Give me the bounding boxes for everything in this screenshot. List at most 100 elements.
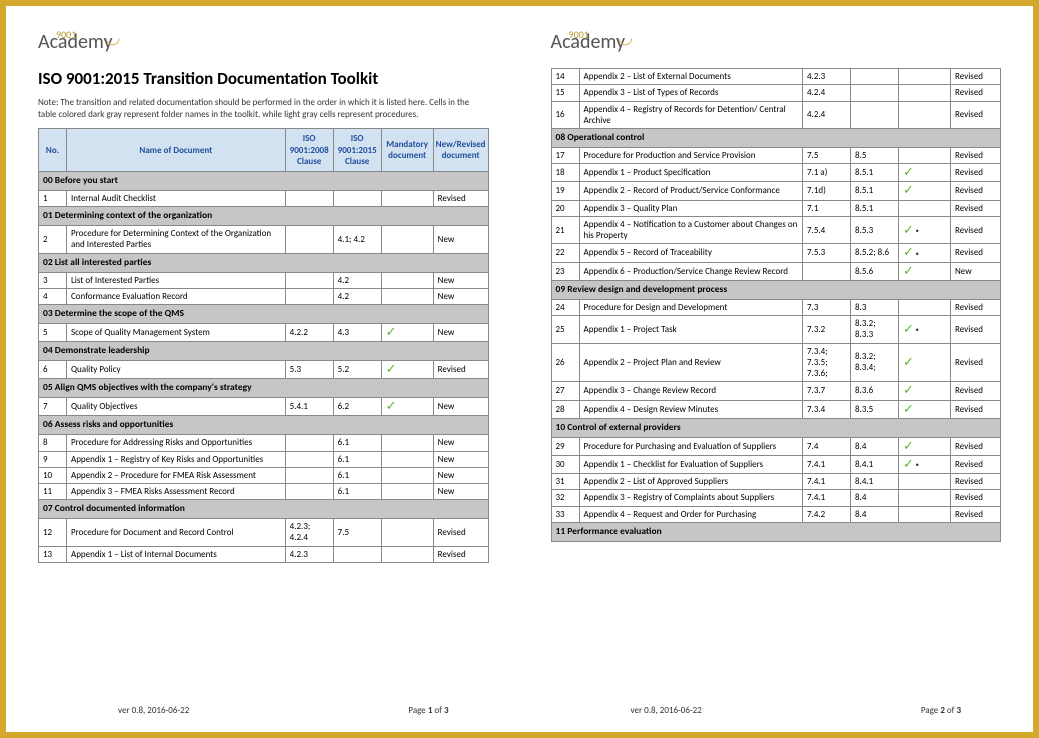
cell-name: Appendix 2 – Record of Product/Service C… bbox=[579, 182, 803, 200]
cell-no: 20 bbox=[551, 200, 579, 216]
cell-clause-2008 bbox=[285, 435, 333, 451]
cell-clause-2008 bbox=[285, 484, 333, 500]
cell-clause-2015: 8.3.2; 8.3.4; bbox=[851, 343, 899, 382]
check-icon: ✓ bbox=[903, 183, 914, 198]
cell-name: Scope of Quality Management System bbox=[67, 323, 286, 341]
cell-no: 7 bbox=[39, 398, 67, 416]
cell-mandatory bbox=[381, 191, 433, 207]
section-header: 09 Review design and development process bbox=[551, 280, 1001, 299]
cell-mandatory bbox=[381, 451, 433, 467]
cell-status: New bbox=[433, 272, 488, 288]
cell-no: 25 bbox=[551, 316, 579, 344]
cell-clause-2008: 7.3.7 bbox=[803, 382, 851, 400]
section-header: 00 Before you start bbox=[39, 172, 489, 191]
cell-name: Procedure for Document and Record Contro… bbox=[67, 519, 286, 547]
cell-no: 32 bbox=[551, 490, 579, 506]
cell-no: 28 bbox=[551, 400, 579, 418]
cell-clause-2008: 7.1 bbox=[803, 200, 851, 216]
table-row: 25Appendix 1 – Project Task7.3.28.3.2; 8… bbox=[551, 316, 1001, 344]
cell-clause-2015: 8.5.1 bbox=[851, 200, 899, 216]
cell-name: Quality Objectives bbox=[67, 398, 286, 416]
cell-status: Revised bbox=[951, 400, 1001, 418]
table-row: 23Appendix 6 – Production/Service Change… bbox=[551, 262, 1001, 280]
cell-name: Conformance Evaluation Record bbox=[67, 288, 286, 304]
cell-mandatory: ✓ bbox=[899, 182, 951, 200]
cell-status: Revised bbox=[433, 519, 488, 547]
check-icon: ✓ bbox=[903, 165, 914, 180]
check-icon: ✓ bbox=[903, 223, 919, 238]
cell-clause-2015: 4.1; 4.2 bbox=[333, 226, 381, 254]
page-spread: 9001 Academy ◡ ISO 9001:2015 Transition … bbox=[6, 6, 1033, 732]
cell-clause-2008: 7.4.1 bbox=[803, 455, 851, 473]
cell-clause-2008 bbox=[803, 262, 851, 280]
cell-clause-2015: 4.2 bbox=[333, 272, 381, 288]
cell-clause-2015: 8.3.6 bbox=[851, 382, 899, 400]
document-table-2: 14Appendix 2 – List of External Document… bbox=[551, 68, 1002, 542]
cell-name: Appendix 3 – FMEA Risks Assessment Recor… bbox=[67, 484, 286, 500]
table-row: 19Appendix 2 – Record of Product/Service… bbox=[551, 182, 1001, 200]
section-header: 06 Assess risks and opportunities bbox=[39, 416, 489, 435]
cell-clause-2015: 6.2 bbox=[333, 398, 381, 416]
cell-mandatory bbox=[899, 101, 951, 129]
section-header: 02 List all interested parties bbox=[39, 253, 489, 272]
cell-no: 19 bbox=[551, 182, 579, 200]
cell-name: Appendix 4 – Registry of Records for Det… bbox=[579, 101, 803, 129]
cell-clause-2008: 7.5.3 bbox=[803, 244, 851, 262]
cell-clause-2008 bbox=[285, 451, 333, 467]
section-label: 05 Align QMS objectives with the company… bbox=[39, 379, 489, 398]
table-row: 12Procedure for Document and Record Cont… bbox=[39, 519, 489, 547]
cell-name: Appendix 2 – Procedure for FMEA Risk Ass… bbox=[67, 467, 286, 483]
cell-mandatory: ✓ bbox=[899, 400, 951, 418]
cell-name: Quality Policy bbox=[67, 361, 286, 379]
section-label: 11 Performance evaluation bbox=[551, 522, 1001, 541]
cell-no: 27 bbox=[551, 382, 579, 400]
check-icon: ✓ bbox=[903, 322, 919, 337]
cell-no: 2 bbox=[39, 226, 67, 254]
cell-name: Appendix 2 – List of Approved Suppliers bbox=[579, 474, 803, 490]
table-row: 33Appendix 4 – Request and Order for Pur… bbox=[551, 506, 1001, 522]
table-row: 3List of Interested Parties4.2New bbox=[39, 272, 489, 288]
cell-clause-2008: 4.2.3 bbox=[803, 69, 851, 85]
cell-clause-2015: 4.3 bbox=[333, 323, 381, 341]
cell-no: 4 bbox=[39, 288, 67, 304]
cell-clause-2008 bbox=[285, 272, 333, 288]
cell-no: 30 bbox=[551, 455, 579, 473]
cell-clause-2015: 8.4 bbox=[851, 437, 899, 455]
section-header: 11 Performance evaluation bbox=[551, 522, 1001, 541]
table-row: 17Procedure for Production and Service P… bbox=[551, 147, 1001, 163]
cell-name: Appendix 4 – Notification to a Customer … bbox=[579, 216, 803, 244]
cell-status: New bbox=[433, 226, 488, 254]
section-label: 09 Review design and development process bbox=[551, 280, 1001, 299]
cell-clause-2008: 7.1 a) bbox=[803, 164, 851, 182]
table-row: 11Appendix 3 – FMEA Risks Assessment Rec… bbox=[39, 484, 489, 500]
table-row: 16Appendix 4 – Registry of Records for D… bbox=[551, 101, 1001, 129]
cell-no: 22 bbox=[551, 244, 579, 262]
cell-mandatory bbox=[381, 288, 433, 304]
cell-status: Revised bbox=[951, 164, 1001, 182]
cell-name: Appendix 2 – List of External Documents bbox=[579, 69, 803, 85]
cell-no: 10 bbox=[39, 467, 67, 483]
cell-clause-2008: 7.4.1 bbox=[803, 474, 851, 490]
page-footer-1: ver 0.8, 2016-06-22 Page 1 of 3 bbox=[38, 699, 489, 716]
cell-clause-2008: 7.3.4 bbox=[803, 400, 851, 418]
cell-clause-2008: 7.5 bbox=[803, 147, 851, 163]
cell-clause-2015: 6.1 bbox=[333, 435, 381, 451]
cell-clause-2015: 8.4.1 bbox=[851, 455, 899, 473]
cell-clause-2015: 8.5 bbox=[851, 147, 899, 163]
logo-text: 9001 Academy ◡ bbox=[38, 30, 113, 54]
cell-mandatory bbox=[381, 546, 433, 562]
section-header: 01 Determining context of the organizati… bbox=[39, 207, 489, 226]
cell-mandatory: ✓ bbox=[381, 361, 433, 379]
cell-no: 31 bbox=[551, 474, 579, 490]
cell-status: New bbox=[951, 262, 1001, 280]
logo-text: 9001 Academy ◡ bbox=[551, 30, 626, 54]
cell-clause-2008 bbox=[285, 226, 333, 254]
cell-mandatory bbox=[381, 519, 433, 547]
cell-status: New bbox=[433, 398, 488, 416]
cell-name: Procedure for Design and Development bbox=[579, 299, 803, 315]
cell-clause-2008: 7.4.2 bbox=[803, 506, 851, 522]
th-c2: ISO 9001:2015 Clause bbox=[333, 129, 381, 172]
cell-no: 26 bbox=[551, 343, 579, 382]
cell-clause-2008: 7.4 bbox=[803, 437, 851, 455]
check-icon: ✓ bbox=[903, 355, 914, 370]
